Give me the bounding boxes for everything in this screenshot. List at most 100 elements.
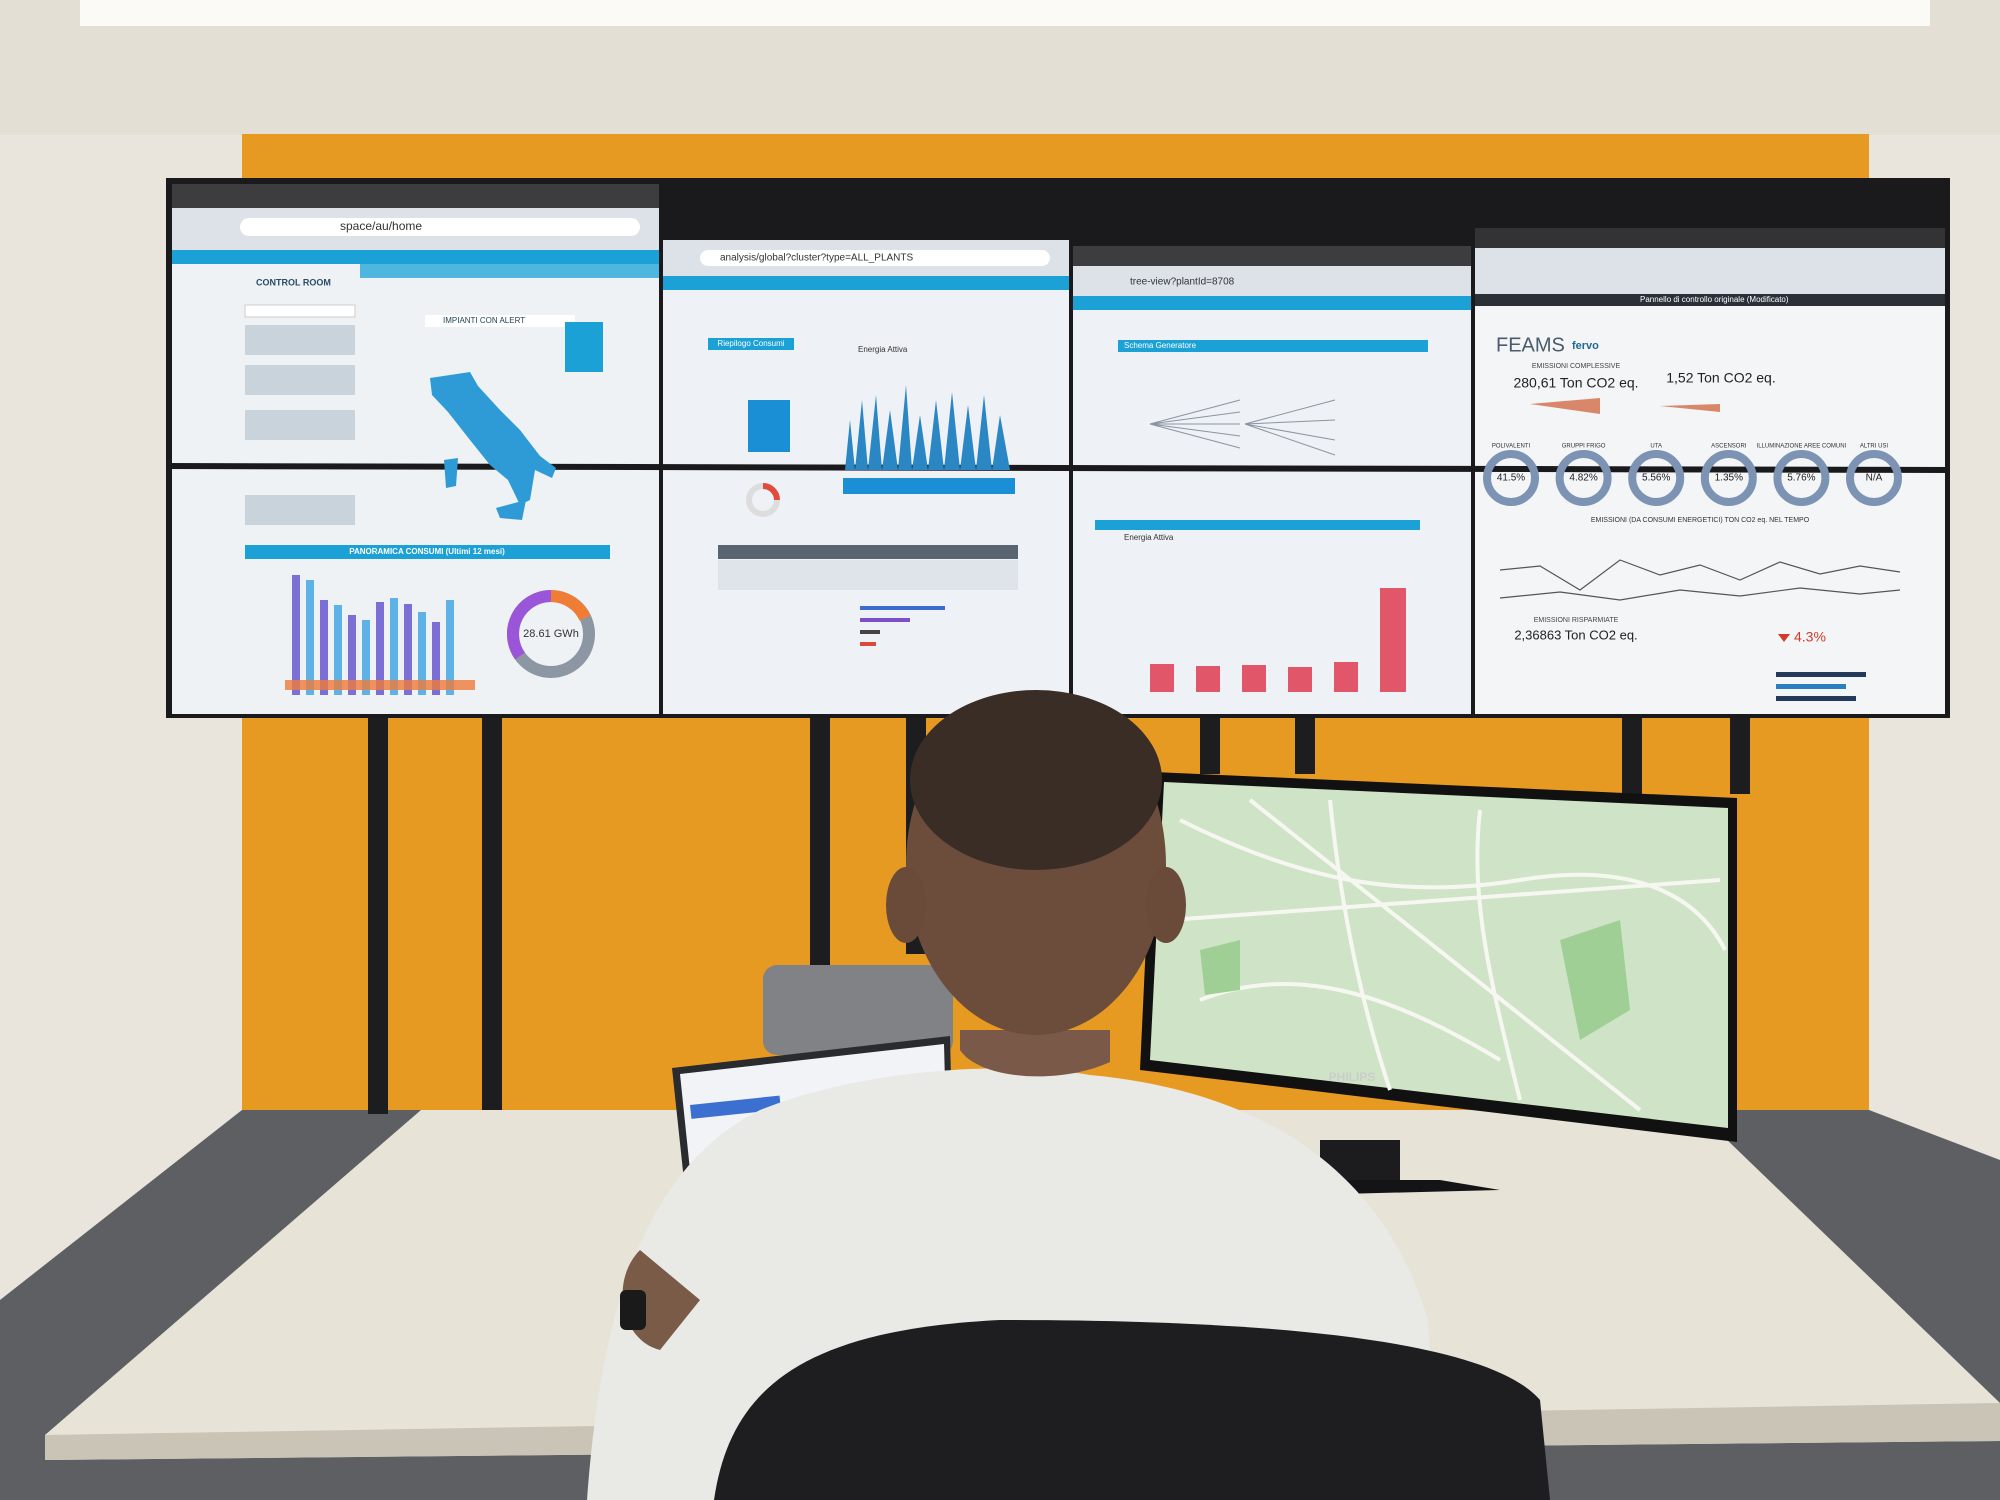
- tree-links: [1149, 399, 1336, 456]
- bar: [306, 580, 314, 695]
- sardinia-map: [444, 458, 458, 488]
- italy-map: [430, 372, 556, 505]
- bezel-seam: [165, 463, 1951, 473]
- monitor-brand: PHILIPS: [1329, 1070, 1376, 1084]
- bar: [1150, 664, 1174, 692]
- app-header: [1073, 296, 1471, 310]
- bar: [418, 612, 426, 695]
- laptop-button: [689, 1095, 781, 1119]
- bar: [334, 605, 342, 695]
- donut-segment: [507, 590, 552, 660]
- sparkline: [1660, 404, 1720, 412]
- indicator-value: 1.35%: [1715, 473, 1743, 484]
- progress-bar: [860, 630, 880, 634]
- mac-menu-bar: [1073, 246, 1471, 266]
- indicator-ring: [1483, 450, 1539, 506]
- browser-chrome: [1073, 266, 1471, 296]
- table-rows: [718, 560, 1018, 590]
- screen-analysis: [663, 240, 1069, 714]
- section-title: Schema Generatore: [1124, 341, 1197, 350]
- chart-header: [1095, 520, 1420, 530]
- bar: [348, 615, 356, 695]
- tab: Energia Attiva: [1124, 533, 1174, 542]
- stand-pole: [1730, 714, 1750, 794]
- total-emissions: 280,61 Ton CO2 eq.: [1513, 375, 1638, 391]
- trend-lines: [1499, 559, 1901, 601]
- bar: [292, 575, 300, 695]
- person-neck: [960, 1030, 1110, 1077]
- bar: [446, 600, 454, 695]
- indicator-value: 5.76%: [1787, 473, 1815, 484]
- hbar: [1776, 696, 1856, 701]
- tree-bars: [1150, 588, 1406, 692]
- summary-title: Riepilogo Consumi: [717, 339, 784, 348]
- mac-menu-bar: [172, 184, 659, 208]
- stand-pole: [810, 714, 830, 974]
- indicators: POLIVALENTI 41.5% GRUPPI FRIGO 4.82% UTA 5.56…: [1483, 444, 1902, 506]
- map-roads: [1169, 798, 1727, 1112]
- bar: [432, 622, 440, 695]
- brand: FEAMS: [1496, 334, 1565, 356]
- plant-item: [245, 365, 355, 395]
- total-emissions-label: EMISSIONI COMPLESSIVE: [1532, 363, 1621, 370]
- url: tree-view?plantId=8708: [1130, 277, 1235, 288]
- stand-pole: [482, 714, 502, 1114]
- screen-title: CONTROL ROOM: [256, 277, 331, 287]
- indicator-ring: [1773, 450, 1830, 506]
- bar: [1380, 588, 1406, 692]
- energy-chart-base: [843, 478, 1015, 494]
- plant-item: [245, 325, 355, 355]
- donut-segment: [550, 590, 591, 621]
- address-bar: [700, 250, 1050, 266]
- alert-count-tile: [565, 322, 603, 372]
- bar: [1196, 666, 1220, 692]
- indicator-label: POLIVALENTI: [1492, 444, 1531, 450]
- plant-list: [245, 325, 355, 525]
- indicator-label: ALTRI USI: [1860, 444, 1889, 450]
- screen-tree-view: [1073, 246, 1471, 714]
- chair-back: [763, 965, 953, 1055]
- sicily-map: [496, 500, 526, 520]
- bar: [320, 600, 328, 695]
- plant-item: [245, 410, 355, 440]
- map-parks: [1200, 920, 1630, 1040]
- ceiling-light: [80, 0, 1930, 26]
- hbar: [1776, 672, 1866, 677]
- indicator-value: 4.82%: [1569, 473, 1597, 484]
- gauge-segment: [762, 483, 780, 501]
- second-emissions: 1,52 Ton CO2 eq.: [1666, 370, 1775, 386]
- person-hair: [910, 690, 1162, 870]
- partner: fervo: [1572, 340, 1599, 352]
- incidence: 4.3%: [1794, 629, 1826, 645]
- indicator-label: UTA: [1650, 444, 1662, 450]
- person-ear: [886, 867, 926, 943]
- stand-pole: [368, 714, 388, 1114]
- indicator-ring: [1628, 450, 1685, 506]
- indicator-label: GRUPPI FRIGO: [1562, 444, 1606, 450]
- bar: [390, 598, 398, 695]
- indicator-label: ILLUMINAZIONE AREE COMUNI: [1757, 444, 1847, 450]
- alerts-header: [425, 315, 575, 327]
- saved-label: EMISSIONI RISPARMIATE: [1534, 617, 1619, 624]
- section-header: [1118, 340, 1428, 352]
- consumption-bars: [285, 575, 475, 695]
- indicator-value: 41.5%: [1497, 473, 1525, 484]
- consumption-title: PANORAMICA CONSUMI (Ultimi 12 mesi): [349, 547, 505, 556]
- summary-bar: [748, 400, 790, 452]
- bar: [376, 602, 384, 695]
- indicator-label: ASCENSORI: [1711, 444, 1747, 450]
- down-arrow: [1778, 634, 1790, 642]
- search-box: [244, 304, 356, 318]
- saved-emissions: 2,36863 Ton CO2 eq.: [1514, 627, 1637, 642]
- app-header: [172, 250, 659, 264]
- bar-base: [285, 680, 475, 690]
- screen-feams: [1475, 240, 1945, 714]
- sparkline: [1530, 398, 1600, 414]
- table-header: [718, 545, 1018, 559]
- office-chair: [714, 1320, 1550, 1500]
- bar: [362, 620, 370, 695]
- donut-total: 28.61 GWh: [523, 628, 579, 640]
- consumption-header: [245, 545, 610, 559]
- alerts-title: IMPIANTI CON ALERT: [443, 316, 525, 325]
